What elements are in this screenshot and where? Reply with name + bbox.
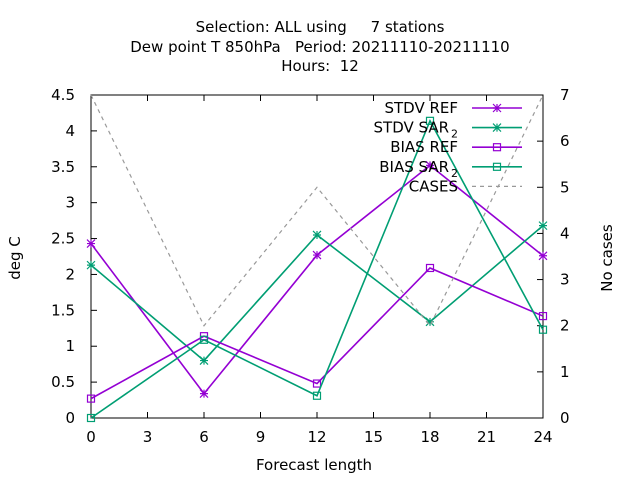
y-tick-label: 4.5: [51, 86, 75, 104]
chart-title-line-2: Dew point T 850hPa Period: 20211110-2021…: [130, 38, 510, 56]
chart-title-line-3: Hours: 12: [281, 57, 359, 75]
legend-marker: [492, 162, 502, 171]
legend-label: BIAS SAR 2: [379, 158, 458, 180]
data-point: [199, 335, 209, 344]
legend-marker: [492, 103, 502, 113]
x-tick-label: 15: [364, 428, 383, 446]
y-tick-label: 2.5: [51, 230, 75, 248]
x-tick-label: 6: [199, 428, 209, 446]
series-0: [86, 160, 548, 399]
star-marker-path: [312, 250, 322, 260]
y-tick-label: 3: [65, 194, 75, 212]
series-4: [90, 94, 544, 327]
x-tick-label: 21: [477, 428, 496, 446]
star-marker-path: [86, 260, 96, 270]
y2-tick-label: 5: [560, 178, 570, 196]
y2-tick-label: 0: [560, 409, 570, 427]
y-tick-label: 4: [65, 122, 75, 140]
data-point: [199, 389, 209, 399]
legend-label: BIAS REF: [390, 138, 458, 156]
star-marker-path: [425, 317, 435, 327]
y-tick-label: 0: [65, 409, 75, 427]
y2-tick-label: 2: [560, 317, 570, 335]
x-tick-label: 18: [420, 428, 439, 446]
legend-label: STDV SAR 2: [374, 119, 458, 141]
y-axis-label: deg C: [6, 236, 24, 280]
x-axis-label: Forecast length: [256, 456, 372, 474]
y-tick-label: 3.5: [51, 158, 75, 176]
data-point: [312, 230, 322, 240]
data-point: [86, 260, 96, 270]
data-point: [538, 251, 548, 261]
y-tick-label: 1: [65, 337, 75, 355]
series-line: [90, 118, 544, 419]
star-marker-path: [86, 239, 96, 249]
series-1: [86, 221, 548, 366]
data-point: [312, 250, 322, 260]
legend-label: STDV REF: [384, 99, 458, 117]
x-tick-label: 12: [307, 428, 326, 446]
x-tick-label: 24: [533, 428, 552, 446]
legend-marker: [492, 123, 502, 133]
x-tick-label: 0: [86, 428, 96, 446]
data-point: [538, 311, 548, 321]
series-line: [90, 164, 544, 395]
data-point: [425, 263, 435, 273]
y2-tick-label: 4: [560, 224, 570, 242]
data-point: [312, 379, 322, 388]
data-point: [312, 391, 322, 400]
x-tick-label: 9: [256, 428, 266, 446]
y2-tick-label: 3: [560, 271, 570, 289]
data-point: [425, 116, 435, 125]
star-marker-path: [425, 160, 435, 170]
data-point: [199, 356, 209, 366]
y-tick-label: 2: [65, 265, 75, 283]
star-marker-path: [538, 251, 548, 261]
data-point: [425, 160, 435, 170]
star-marker-path: [199, 356, 209, 366]
series-line: [90, 94, 544, 327]
x-tick-label: 3: [143, 428, 153, 446]
star-marker-path: [492, 123, 502, 133]
y2-axis-label: No cases: [598, 224, 616, 292]
star-marker-path: [312, 230, 322, 240]
series-line: [90, 225, 544, 362]
star-marker-path: [492, 103, 502, 113]
data-point: [538, 325, 548, 334]
y-tick-label: 0.5: [51, 373, 75, 391]
series-2: [86, 263, 548, 403]
legend-marker: [492, 143, 502, 152]
star-marker-path: [538, 221, 548, 231]
data-point: [86, 394, 96, 403]
data-point: [86, 413, 96, 423]
data-point: [86, 239, 96, 249]
legend-label: CASES: [409, 177, 458, 195]
y-tick-label: 1.5: [51, 301, 75, 319]
chart-title-line-1: Selection: ALL using 7 stations: [195, 18, 445, 36]
data-point: [538, 221, 548, 231]
series-line: [90, 267, 544, 400]
series-3: [86, 116, 548, 423]
y2-tick-label: 7: [560, 86, 570, 104]
y2-tick-label: 1: [560, 363, 570, 381]
data-point: [425, 317, 435, 327]
y2-tick-label: 6: [560, 132, 570, 150]
star-marker-path: [199, 389, 209, 399]
